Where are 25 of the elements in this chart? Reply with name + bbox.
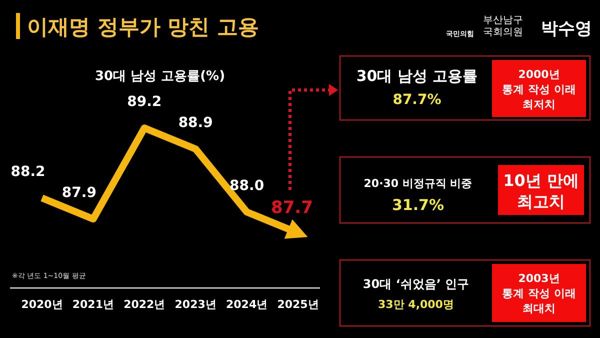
chart-title: 이재명 정부가 망친 고용: [27, 15, 259, 39]
text: 2000년 통계 작성 이래 최저치: [502, 68, 576, 111]
x-tick-label: 2025년: [277, 298, 319, 311]
x-tick-label: 2021년: [72, 298, 114, 311]
x-tick-label: 2020년: [21, 298, 63, 311]
x-tick-label: 2022년: [124, 298, 166, 311]
data-label: 87.9: [62, 185, 96, 201]
text: 87.7%: [392, 92, 442, 108]
text: 30대 남성 고용률: [356, 67, 478, 85]
text: 20·30 비정규직 비중: [364, 177, 472, 190]
text: 30대 ‘쉬었음’ 인구: [362, 277, 470, 291]
data-label: 88.0: [230, 178, 264, 194]
annotation: 87.7: [271, 198, 313, 218]
data-label: 89.2: [127, 94, 162, 110]
x-tick-label: 2023년: [174, 298, 216, 311]
text: 박수영: [541, 19, 592, 39]
text: 33만 4,000명: [378, 298, 454, 311]
text: 10년 만에 최고치: [503, 171, 579, 211]
text: 부산남구 국회의원: [483, 15, 523, 38]
chart-subtitle: 30대 남성 고용률(%): [94, 69, 226, 84]
data-label: 88.9: [178, 115, 213, 131]
x-tick-label: 2024년: [226, 298, 268, 311]
data-label: 88.2: [10, 164, 46, 180]
text: 31.7%: [392, 196, 444, 214]
text: 2003년 통계 작성 이래 최대치: [502, 272, 576, 315]
